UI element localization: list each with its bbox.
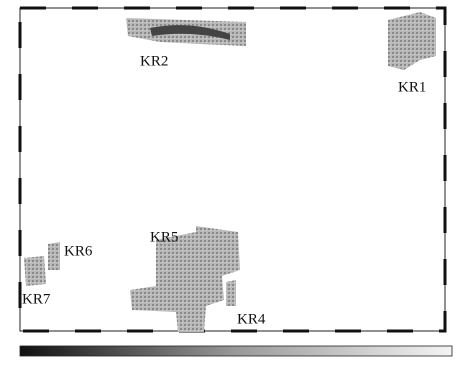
patch-kr4: [226, 280, 236, 306]
colorbar-gradient: [20, 346, 452, 356]
region-label: KR6: [64, 243, 93, 259]
region-label: KR5: [150, 229, 178, 245]
region-label: KR1: [398, 79, 426, 95]
patch-kr7: [24, 256, 46, 286]
region-label: KR2: [140, 53, 168, 69]
colorbar: [20, 346, 452, 356]
region-label: KR7: [22, 291, 51, 307]
region-label: KR4: [237, 311, 266, 327]
patch-kr6: [48, 242, 60, 270]
map-figure: KR1 KR2 KR4 KR5 KR6 KR7: [0, 0, 462, 377]
